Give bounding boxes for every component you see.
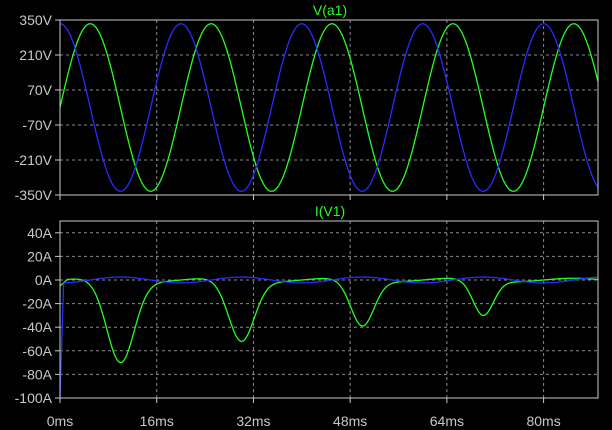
y-tick-label: 70V (27, 82, 53, 98)
current-plot-frame (59, 220, 599, 399)
x-tick-label: 0ms (47, 413, 73, 429)
voltage-series (59, 23, 599, 192)
x-tick-label: 48ms (333, 413, 367, 429)
y-tick-label: 0A (35, 272, 53, 288)
x-tick-label: 64ms (430, 413, 464, 429)
y-tick-label: -210V (15, 152, 53, 168)
voltage-pane-title: V(a1) (313, 2, 347, 18)
y-tick-label: 350V (19, 12, 52, 28)
y-tick-label: -80A (22, 366, 52, 382)
y-tick-label: -70V (22, 117, 52, 133)
voltage-trace-blue (59, 23, 599, 192)
y-tick-label: -20A (22, 296, 52, 312)
y-tick-label: 20A (27, 248, 53, 264)
x-tick-label: 80ms (526, 413, 560, 429)
y-tick-label: -60A (22, 343, 52, 359)
x-tick-label: 16ms (140, 413, 174, 429)
voltage-pane: V(a1) 350V 210V 70V -70V -210V -350V (15, 2, 599, 203)
y-tick-label: 210V (19, 47, 52, 63)
voltage-grid (55, 19, 598, 200)
current-trace-blue (59, 276, 599, 399)
current-series (59, 276, 599, 399)
y-tick-label: -40A (22, 319, 52, 335)
current-pane: I(V1) 40A 20A 0A -20A -40A -60A -80A -100A (15, 203, 599, 406)
x-tick-label: 32ms (236, 413, 270, 429)
current-grid (55, 221, 598, 403)
y-tick-label: -100A (15, 390, 53, 406)
current-y-tick-labels: 40A 20A 0A -20A -40A -60A -80A -100A (15, 225, 53, 406)
voltage-trace-green (59, 23, 599, 192)
time-x-tick-labels: 0ms 16ms 32ms 48ms 64ms 80ms (47, 413, 561, 429)
voltage-plot-frame (59, 19, 599, 196)
current-trace-green (59, 277, 599, 364)
y-tick-label: -350V (15, 187, 53, 203)
current-pane-title: I(V1) (315, 203, 345, 219)
voltage-y-tick-labels: 350V 210V 70V -70V -210V -350V (15, 12, 53, 203)
y-tick-label: 40A (27, 225, 53, 241)
